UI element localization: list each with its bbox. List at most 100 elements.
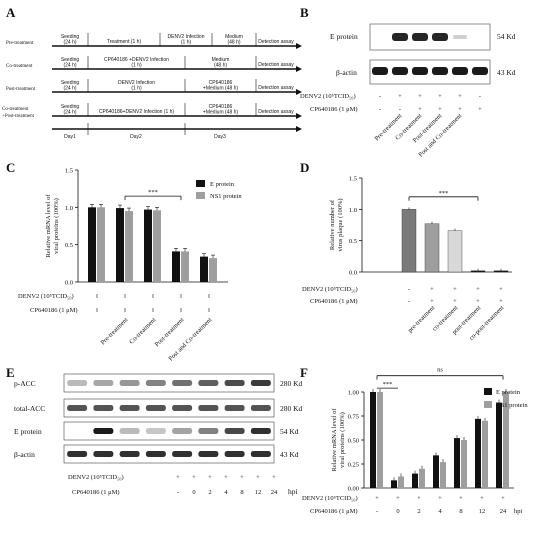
timeline-cell: DENV2 Infection (1 h): [118, 80, 155, 92]
timeline-cell: Medium (48 h): [212, 57, 230, 69]
band: [198, 428, 219, 434]
band-size-e: 54 Kd: [497, 32, 516, 41]
denv-sign: +: [453, 286, 457, 293]
denv-sign: +: [192, 474, 196, 481]
timeline-cell: Detection assay: [258, 62, 294, 68]
denv-sign: +: [176, 474, 180, 481]
hpi-label: hpi: [288, 487, 298, 496]
denv-label: DENV2 (10⁵TCID₅₀): [302, 495, 358, 502]
row-label-copost-2: +Post-treatment: [2, 114, 35, 119]
band-size: 43 Kd: [280, 450, 299, 459]
band-actin-lane: [412, 67, 428, 75]
cp-label: CP640186 (1 μM): [310, 106, 358, 113]
band: [93, 428, 114, 434]
denv-sign: +: [459, 495, 463, 502]
band-actin-lane: [432, 67, 448, 75]
band: [119, 428, 140, 434]
cp-sign: -: [379, 106, 381, 113]
blot-box: [63, 373, 275, 393]
denv-sign: +: [499, 286, 503, 293]
legend-swatch: [484, 401, 492, 408]
y-tick-label: 1.5: [65, 168, 73, 175]
cp-value: -: [376, 508, 378, 515]
denv-label: DENV2 (10⁵TCID₅₀): [300, 93, 356, 100]
panel-letter-a: A: [6, 5, 16, 20]
cp-sign: +: [430, 298, 434, 305]
blot-box-e: [369, 23, 491, 51]
bar: [209, 258, 217, 282]
cp-sign: +: [499, 298, 503, 305]
band: [250, 451, 271, 457]
band: [93, 451, 114, 457]
row-label-pre: Pre-treatment: [6, 41, 34, 46]
band: [172, 405, 193, 411]
legend-label: E protein: [210, 181, 235, 188]
band-size: 280 Kd: [280, 404, 303, 413]
day-label: Day3: [214, 134, 226, 140]
y-axis-label: virus plaque (100%): [337, 198, 344, 251]
band-label: total-ACC: [14, 404, 45, 413]
timeline-cell: DENV2 Infection (1 h): [168, 34, 205, 46]
band-actin-lane: [452, 67, 468, 75]
band: [119, 451, 140, 457]
denv-sign: +: [417, 495, 421, 502]
day-label: Day1: [64, 134, 76, 140]
band: [224, 451, 245, 457]
denv-sign: +: [476, 286, 480, 293]
bar: [377, 392, 383, 488]
panel-c-chart: 0.0 0.5 1.0 1.5 Relative mRNA level of viral …: [18, 168, 242, 363]
panel-letter-e: E: [6, 365, 15, 380]
band: [145, 380, 166, 386]
band-size: 54 Kd: [280, 427, 299, 436]
band: [67, 451, 88, 457]
panel-letter-b: B: [300, 5, 309, 20]
band: [67, 405, 88, 411]
timeline-arrow: [296, 43, 302, 49]
bar: [200, 256, 208, 282]
denv-sign: -: [479, 93, 481, 100]
timeline-cell: Detection assay: [258, 39, 294, 45]
cp-value: 12: [255, 489, 262, 496]
denv-sign: +: [418, 93, 422, 100]
timeline-cell: Seeding (24 h): [61, 57, 80, 69]
y-tick-label: 1.0: [65, 205, 73, 212]
bar: [125, 211, 133, 282]
timeline-cell: Seeding (24 h): [61, 80, 80, 92]
band: [250, 380, 271, 386]
blot-box-actin: [369, 59, 491, 85]
timeline-cell: Detection assay: [258, 85, 294, 91]
timeline-arrow: [296, 66, 302, 72]
legend-swatch: [196, 192, 205, 199]
legend-label: NS1 protein: [210, 193, 242, 200]
bar: [97, 207, 105, 282]
band: [224, 380, 245, 386]
panel-b-blot: E protein β-actin 54 Kd 43 Kd DENV2 (10⁵TCID…: [300, 23, 516, 159]
bar: [412, 473, 418, 488]
band-actin-lane: [472, 67, 488, 75]
band: [250, 405, 271, 411]
denv-sign: +: [396, 495, 400, 502]
cp-value: 12: [479, 508, 486, 515]
cp-sign: +: [476, 298, 480, 305]
y-tick-label: 0.50: [348, 438, 359, 445]
cp-value: 4: [224, 489, 228, 496]
band: [172, 380, 193, 386]
timeline-cell: CP640186 +Medium (48 h): [203, 80, 238, 92]
band: [172, 451, 193, 457]
y-tick-label: 1.00: [348, 390, 359, 397]
bar: [496, 402, 502, 488]
band: [93, 405, 114, 411]
y-tick-label: 0.25: [348, 462, 359, 469]
cp-value: 2: [417, 508, 420, 515]
denv-sign: +: [375, 495, 379, 502]
denv-sign: -: [379, 93, 381, 100]
denv-sign: +: [501, 495, 505, 502]
bar: [391, 480, 397, 488]
y-tick-label: 0.5: [65, 242, 73, 249]
blot-box: [63, 398, 275, 418]
y-tick-label: 0.5: [349, 238, 357, 245]
sig-label: ***: [439, 190, 449, 197]
timeline-cell: CP640186 +Medium (48 h): [203, 104, 238, 116]
y-axis-label: viral proteins (100%): [53, 198, 60, 254]
cp-value: 8: [240, 489, 243, 496]
